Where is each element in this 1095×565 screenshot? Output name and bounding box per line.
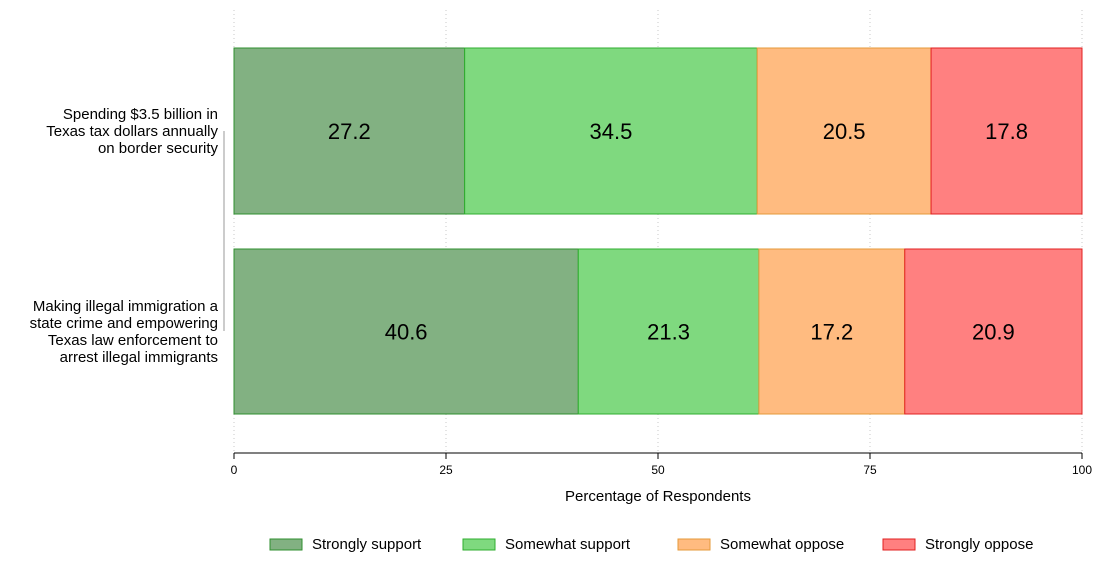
legend-swatch [462, 538, 496, 551]
legend-swatch [677, 538, 711, 551]
bar-segment [577, 248, 760, 415]
category-label: state crime and empowering [30, 315, 218, 332]
legend-label: Strongly oppose [925, 536, 1033, 553]
bar-segment [904, 248, 1083, 415]
data-label: 21.3 [647, 320, 690, 345]
data-label: 17.8 [985, 119, 1028, 144]
x-axis-title: Percentage of Respondents [565, 488, 751, 505]
category-label: Texas tax dollars annually [46, 123, 218, 140]
category-label: Spending $3.5 billion in [63, 106, 218, 123]
x-tick-label: 100 [1072, 463, 1092, 477]
legend-label: Somewhat oppose [720, 536, 844, 553]
x-tick-label: 50 [651, 463, 665, 477]
legend-swatch [882, 538, 916, 551]
data-label: 20.5 [823, 119, 866, 144]
data-label: 17.2 [810, 320, 853, 345]
bar-segment [756, 47, 932, 215]
bar-segment [758, 248, 906, 415]
bar-segment [233, 47, 466, 215]
bar-segment [233, 248, 579, 415]
category-label: Texas law enforcement to [48, 332, 218, 349]
bar-segment [464, 47, 758, 215]
category-label: arrest illegal immigrants [60, 349, 218, 366]
legend-label: Somewhat support [505, 536, 631, 553]
data-label: 27.2 [328, 119, 371, 144]
x-tick-label: 0 [231, 463, 238, 477]
data-label: 20.9 [972, 320, 1015, 345]
legend-label: Strongly support [312, 536, 422, 553]
legend-swatch [269, 538, 303, 551]
data-label: 34.5 [590, 119, 633, 144]
category-label: Making illegal immigration a [33, 298, 219, 315]
category-label: on border security [98, 140, 219, 157]
x-tick-label: 75 [863, 463, 877, 477]
x-tick-label: 25 [439, 463, 453, 477]
bar-segment [930, 47, 1083, 215]
data-label: 40.6 [385, 320, 428, 345]
